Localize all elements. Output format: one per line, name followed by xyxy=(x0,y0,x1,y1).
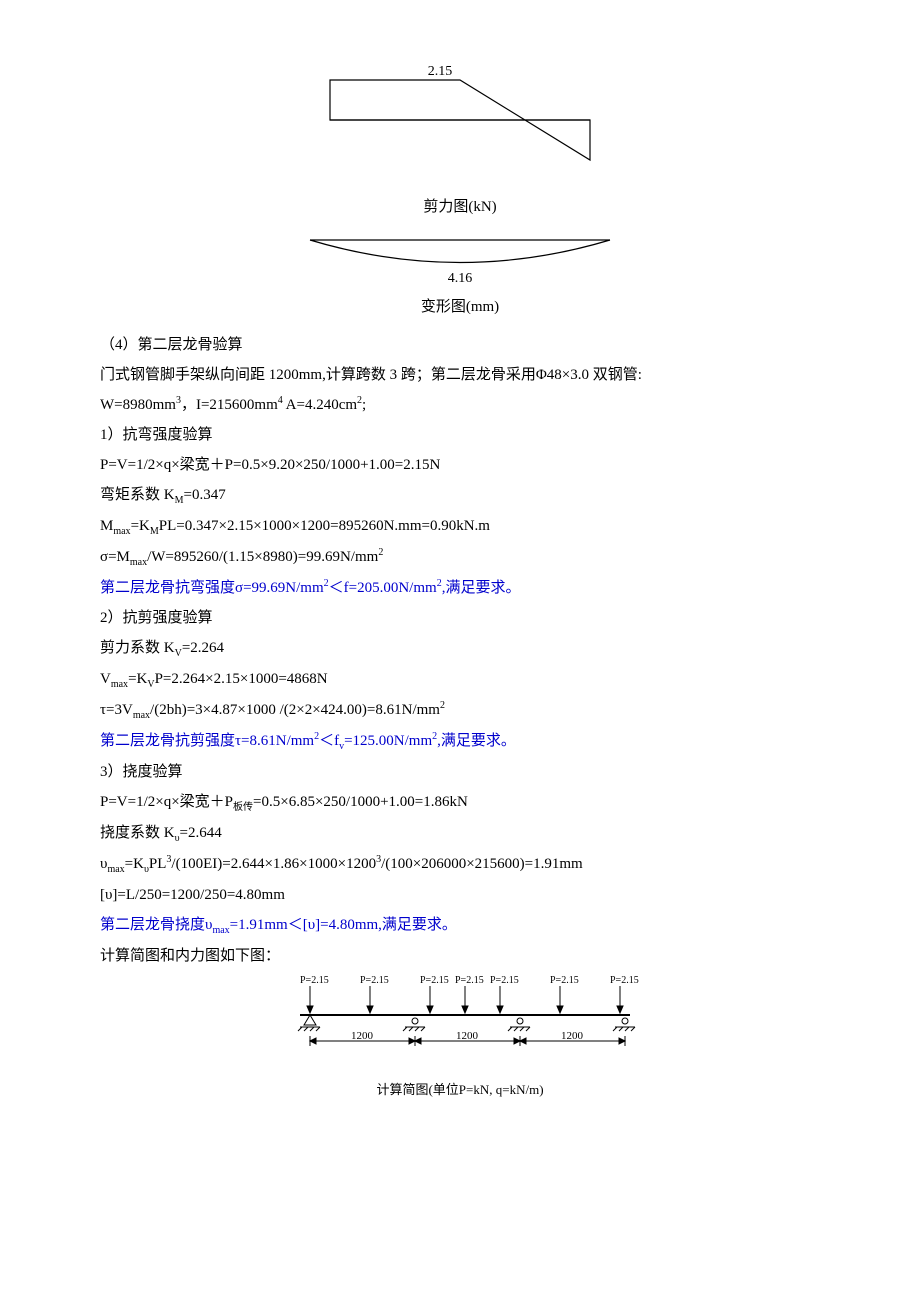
shear-diagram: 2.15 xyxy=(310,60,610,190)
beam-load-5: P=2.15 xyxy=(610,975,639,986)
line-5: P=V=1/2×q×梁宽＋P=0.5×9.20×250/1000+1.00=2.… xyxy=(100,450,820,480)
line-15: 3）挠度验算 xyxy=(100,757,820,787)
shear-caption: 剪力图(kN) xyxy=(100,192,820,222)
beam-load-4: P=2.15 xyxy=(550,975,579,986)
line-3: W=8980mm3，I=215600mm4 A=4.240cm2; xyxy=(100,390,820,420)
beam-load-mid: P=2.15 xyxy=(455,975,484,986)
beam-diagram: P=2.15 P=2.15 P=2.15 P=2.15 P=2.15 P=2.1… xyxy=(270,971,650,1071)
line-6: 弯矩系数 KM=0.347 xyxy=(100,480,820,511)
beam-load-0: P=2.15 xyxy=(300,975,329,986)
beam-span-1: 1200 xyxy=(456,1030,479,1042)
line-14: 第二层龙骨抗剪强度τ=8.61N/mm2＜fv=125.00N/mm2,满足要求… xyxy=(100,726,820,757)
line-18: υmax=KυPL3/(100EI)=2.644×1.86×1000×12003… xyxy=(100,849,820,880)
shear-top-label: 2.15 xyxy=(428,64,453,79)
line-8: σ=Mmax/W=895260/(1.15×8980)=99.69N/mm2 xyxy=(100,542,820,573)
deform-diagram: 4.16 xyxy=(300,230,620,290)
line-19: [υ]=L/250=1200/250=4.80mm xyxy=(100,880,820,910)
line-16: P=V=1/2×q×梁宽＋P板传=0.5×6.85×250/1000+1.00=… xyxy=(100,787,820,818)
line-1: （4）第二层龙骨验算 xyxy=(100,330,820,360)
line-21: 计算简图和内力图如下图： xyxy=(100,941,820,971)
line-4: 1）抗弯强度验算 xyxy=(100,420,820,450)
line-13: τ=3Vmax/(2bh)=3×4.87×1000 /(2×2×424.00)=… xyxy=(100,695,820,726)
line-9: 第二层龙骨抗弯强度σ=99.69N/mm2＜f=205.00N/mm2,满足要求… xyxy=(100,573,820,603)
line-7: Mmax=KMPL=0.347×2.15×1000×1200=895260N.m… xyxy=(100,511,820,542)
beam-load-2: P=2.15 xyxy=(420,975,449,986)
line-17: 挠度系数 Kυ=2.644 xyxy=(100,818,820,849)
line-2: 门式钢管脚手架纵向间距 1200mm,计算跨数 3 跨；第二层龙骨采用Φ48×3… xyxy=(100,360,820,390)
deform-caption: 变形图(mm) xyxy=(100,292,820,322)
line-20: 第二层龙骨挠度υmax=1.91mm＜[υ]=4.80mm,满足要求。 xyxy=(100,910,820,941)
line-10: 2）抗剪强度验算 xyxy=(100,603,820,633)
beam-load-3: P=2.15 xyxy=(490,975,519,986)
beam-span-0: 1200 xyxy=(351,1030,374,1042)
deform-bottom-label: 4.16 xyxy=(448,271,473,286)
line-12: Vmax=KVP=2.264×2.15×1000=4868N xyxy=(100,664,820,695)
beam-caption: 计算简图(单位P=kN, q=kN/m) xyxy=(100,1077,820,1103)
line-11: 剪力系数 KV=2.264 xyxy=(100,633,820,664)
beam-load-1: P=2.15 xyxy=(360,975,389,986)
beam-span-2: 1200 xyxy=(561,1030,584,1042)
